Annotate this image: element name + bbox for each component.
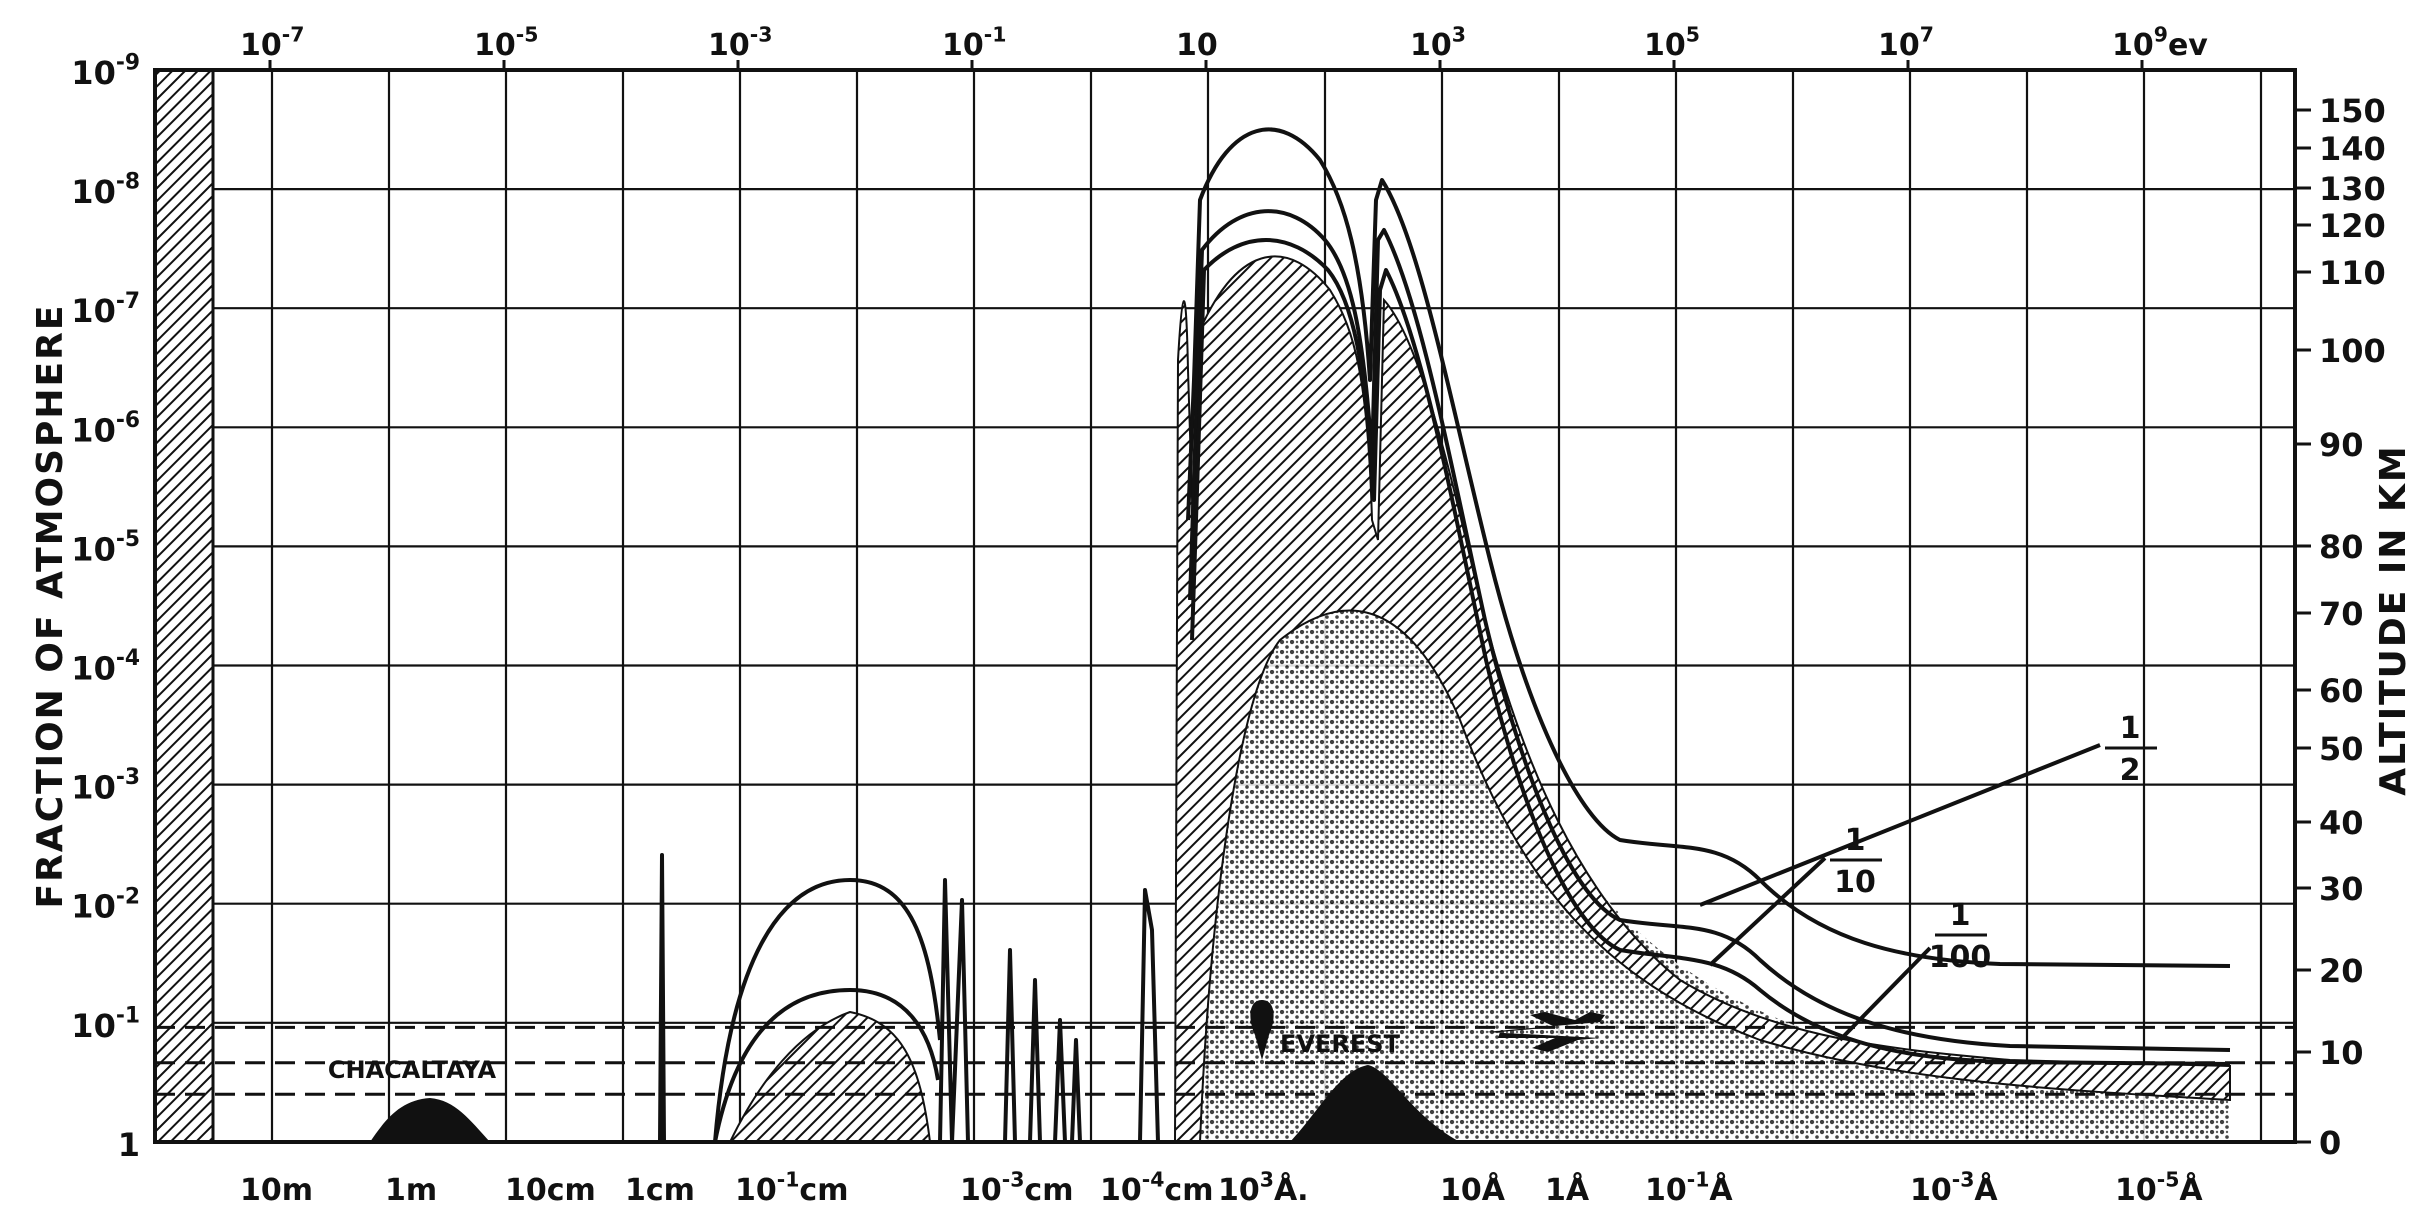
balloon-icon	[1250, 1000, 1274, 1060]
y-left-tick-label: 10-4	[71, 646, 140, 687]
x-bottom-tick-label: 10m	[240, 1173, 313, 1208]
y-axis-right-title: ALTITUDE IN KM	[2373, 444, 2414, 795]
y-left-tick-label: 10-1	[71, 1003, 140, 1044]
x-bottom-tick-label: 1m	[385, 1173, 437, 1208]
x-bottom-tick-label: 10-4cm	[1100, 1168, 1213, 1209]
y-right-tick-label: 90	[2319, 426, 2364, 464]
y-right-tick-label: 70	[2319, 595, 2364, 633]
x-bottom-tick-label: 1cm	[625, 1173, 695, 1208]
y-left-tick-label: 10-3	[71, 765, 140, 806]
everest-mountain-icon	[1290, 1065, 1460, 1142]
y-right-tick-label: 140	[2319, 130, 2386, 168]
x-bottom-tick-label: 10-1cm	[735, 1168, 848, 1209]
radio-window-shading	[728, 1010, 932, 1143]
left-hatched-band	[153, 68, 215, 1144]
y-right-tick-label: 100	[2319, 332, 2386, 370]
x-bottom-tick-label: 10-3Å	[1910, 1168, 1998, 1209]
x-top-tick-label: 10-3	[708, 23, 772, 64]
chacaltaya-mountain-icon	[370, 1098, 490, 1142]
x-bottom-tick-label: 10Å	[1440, 1171, 1506, 1208]
y-right-tick-label: 40	[2319, 804, 2364, 842]
y-left-tick-label: 10-7	[71, 289, 140, 330]
landmarks	[370, 1000, 1605, 1142]
everest-label: EVEREST	[1280, 1030, 1401, 1058]
plot-frame	[153, 68, 2297, 1144]
series-label-numerator: 1	[2120, 711, 2141, 746]
x-top-tick-label: 10	[1176, 28, 1218, 63]
x-top-tick-label: 105	[1644, 23, 1700, 64]
x-bottom-tick-label: 1Å	[1545, 1171, 1590, 1208]
series-label-leader	[1699, 743, 2101, 907]
y-left-tick-label: 10-5	[71, 527, 140, 568]
x-top-tick-label: 10-5	[474, 23, 538, 64]
series-label-leader	[1708, 856, 1827, 967]
series-label-denominator: 2	[2120, 753, 2141, 788]
y-right-tick-label: 60	[2319, 672, 2364, 710]
x-top-tick-label: 10-7	[240, 23, 304, 64]
curve-hundredth	[1190, 238, 2231, 1066]
x-bottom-tick-label: 10-1Å	[1645, 1168, 1733, 1209]
y-right-tick-label: 120	[2319, 207, 2386, 245]
y-right-tick-label: 50	[2319, 730, 2364, 768]
series-label-2: 12	[1699, 711, 2157, 907]
series-label-denominator: 100	[1929, 940, 1992, 975]
y-right-tick-label: 20	[2319, 952, 2364, 990]
y-right-tick-label: 150	[2319, 92, 2386, 130]
y-left-tick-label: 10-2	[71, 884, 140, 925]
series-label-leader	[1838, 946, 1932, 1042]
x-top-tick-label: 10-1	[942, 23, 1006, 64]
radio-curve-high	[713, 878, 942, 1143]
uv-hatched-peak	[1173, 255, 2231, 1143]
curve-tenth	[1188, 209, 2231, 1052]
y-axis-left-title: FRACTION OF ATMOSPHERE	[30, 304, 71, 909]
chacaltaya-label: CHACALTAYA	[328, 1056, 497, 1084]
x-bottom-tick-label: 10-3cm	[960, 1168, 1073, 1209]
series-label-denominator: 10	[1834, 865, 1876, 900]
x-top-tick-label: 109ev	[2112, 23, 2208, 64]
axes: 10-910-810-710-610-510-410-310-210-11150…	[71, 23, 2386, 1209]
y-right-tick-label: 0	[2319, 1124, 2341, 1162]
y-right-tick-label: 110	[2319, 254, 2386, 292]
reference-altitude-lines	[155, 1025, 2295, 1096]
series-label-numerator: 1	[1845, 823, 1866, 858]
y-left-tick-label: 10-6	[71, 408, 140, 449]
y-left-tick-label: 1	[118, 1126, 140, 1164]
absorption-shading	[153, 68, 2231, 1144]
airplane-icon	[1485, 1012, 1605, 1052]
radio-curve-low	[713, 988, 940, 1143]
y-right-tick-label: 130	[2319, 170, 2386, 208]
y-left-tick-label: 10-9	[71, 51, 140, 92]
y-right-tick-label: 80	[2319, 528, 2364, 566]
y-right-tick-label: 30	[2319, 870, 2364, 908]
annotations: CHACALTAYA EVEREST	[328, 1030, 1401, 1084]
series-label-10: 110	[1708, 823, 1882, 967]
series-label-numerator: 1	[1950, 898, 1971, 933]
x-top-tick-label: 103	[1410, 23, 1466, 64]
x-bottom-tick-label: 10cm	[505, 1173, 596, 1208]
y-right-tick-label: 10	[2319, 1034, 2364, 1072]
x-top-tick-label: 107	[1878, 23, 1934, 64]
x-bottom-tick-label: 103Å.	[1218, 1168, 1309, 1209]
y-left-tick-label: 10-8	[71, 170, 140, 211]
x-bottom-tick-label: 10-5Å	[2115, 1168, 2203, 1209]
